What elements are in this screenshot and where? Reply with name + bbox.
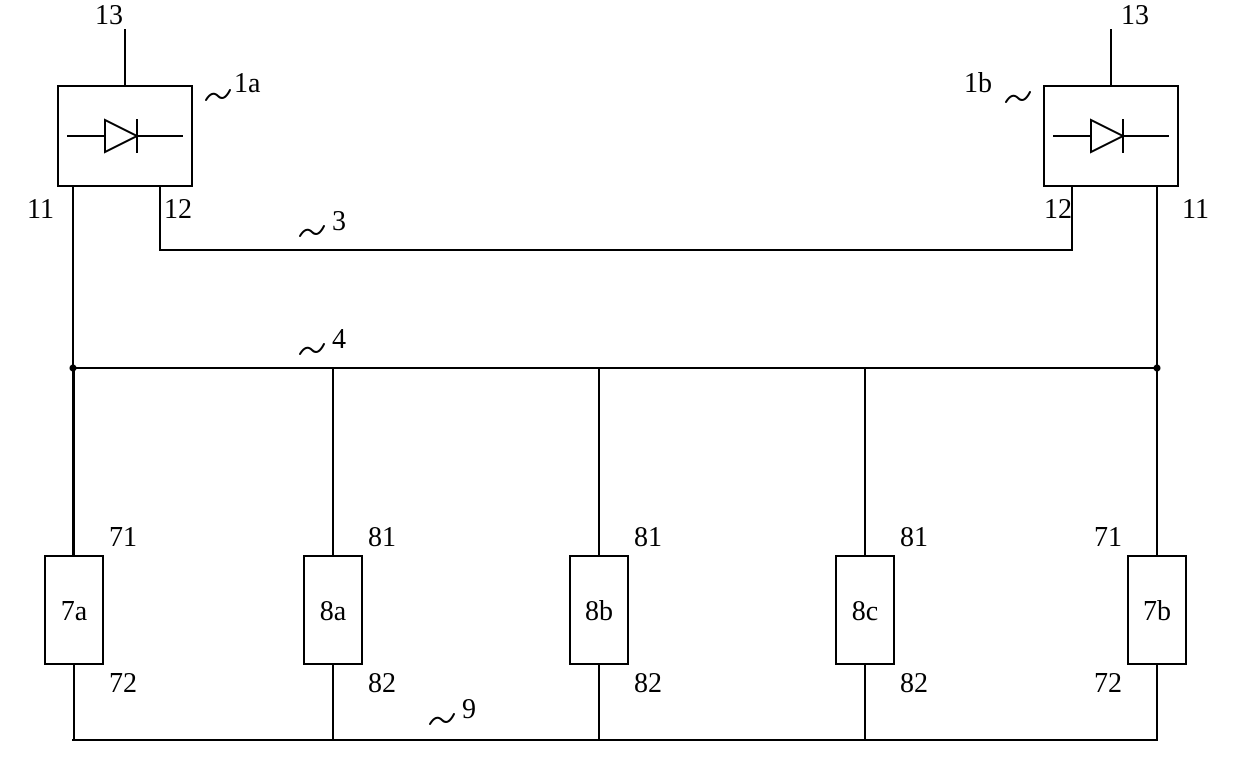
label-81-b: 81 <box>634 522 662 553</box>
label-82-b: 82 <box>634 668 662 699</box>
label-71-left: 71 <box>109 522 137 553</box>
label-12-right: 12 <box>1044 194 1072 225</box>
label-82-c: 82 <box>900 668 928 699</box>
box-7b: 7b <box>1143 596 1171 627</box>
box-8a: 8a <box>320 596 347 627</box>
label-71-right: 71 <box>1094 522 1122 553</box>
ref-1a: 1a <box>234 68 261 99</box>
box-7a: 7a <box>61 596 88 627</box>
label-72-left: 72 <box>109 668 137 699</box>
label-82-a: 82 <box>368 668 396 699</box>
label-13-left: 13 <box>95 0 123 31</box>
box-8c: 8c <box>852 596 878 627</box>
ref-9: 9 <box>462 694 476 725</box>
label-11-left: 11 <box>27 194 54 225</box>
ref-3: 3 <box>332 206 346 237</box>
ref-4: 4 <box>332 324 346 355</box>
label-13-right: 13 <box>1121 0 1149 31</box>
ref-1b: 1b <box>964 68 992 99</box>
label-81-a: 81 <box>368 522 396 553</box>
box-8b: 8b <box>585 596 613 627</box>
label-72-right: 72 <box>1094 668 1122 699</box>
label-12-left: 12 <box>164 194 192 225</box>
label-81-c: 81 <box>900 522 928 553</box>
label-11-right: 11 <box>1182 194 1209 225</box>
